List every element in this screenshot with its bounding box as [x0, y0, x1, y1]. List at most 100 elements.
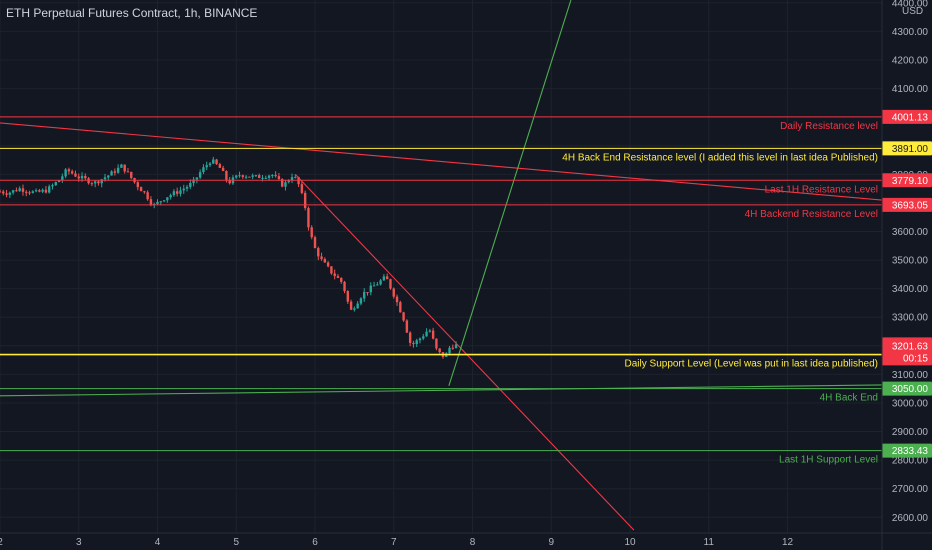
candle-body — [238, 175, 241, 177]
candle — [392, 287, 395, 299]
candle-body — [107, 175, 110, 178]
price-tag-text: 2833.43 — [892, 446, 929, 457]
candle-body — [2, 191, 5, 194]
candle-body — [438, 348, 441, 353]
candle — [202, 164, 205, 175]
candle — [372, 281, 376, 287]
levels: Daily Resistance level 4H Back End Resist… — [0, 116, 882, 466]
candle — [215, 158, 218, 165]
candle-body — [451, 347, 455, 349]
candle — [18, 186, 21, 192]
x-tick-label: 5 — [233, 537, 239, 548]
y-tick-label: 3600.00 — [892, 227, 929, 238]
candle — [21, 184, 25, 196]
candle — [428, 328, 432, 333]
candle-body — [172, 191, 176, 196]
candle-body — [300, 184, 304, 193]
candle — [126, 168, 130, 173]
candle-body — [435, 338, 438, 349]
candle-body — [418, 338, 422, 341]
candle-body — [67, 169, 71, 172]
candle — [353, 306, 356, 312]
candle-body — [303, 192, 307, 209]
candle — [363, 288, 366, 302]
candle-body — [100, 179, 103, 184]
candle-body — [264, 177, 267, 179]
candle-body — [317, 248, 320, 257]
candle-body — [169, 195, 172, 198]
candle-body — [156, 201, 159, 205]
candle-body — [287, 180, 290, 183]
candle-body — [244, 176, 248, 178]
candle-body — [346, 291, 350, 302]
candle — [451, 344, 455, 350]
candle — [2, 189, 5, 196]
candle — [146, 190, 149, 201]
candle-body — [126, 171, 130, 173]
candle — [408, 331, 412, 347]
candle-body — [330, 266, 333, 274]
candle — [107, 175, 110, 181]
candle-body — [110, 171, 113, 176]
candle-body — [54, 182, 57, 186]
level-label: Last 1H Resistance Level — [765, 184, 878, 195]
candle — [399, 300, 402, 313]
candle — [333, 269, 336, 280]
candle-body — [389, 279, 392, 289]
candle-body — [51, 185, 54, 187]
price-tag-bg — [882, 141, 932, 156]
candle-body — [369, 285, 372, 293]
candle-body — [0, 191, 2, 193]
candle-body — [18, 188, 21, 192]
candle — [395, 294, 399, 306]
candle-body — [215, 159, 218, 165]
candle-body — [21, 188, 25, 192]
y-tick-label: 3400.00 — [892, 284, 929, 295]
candle-body — [261, 177, 264, 179]
candle — [113, 168, 117, 176]
y-tick-label: 2900.00 — [892, 427, 929, 438]
candle-body — [120, 164, 123, 168]
candle — [5, 189, 8, 198]
candle — [64, 168, 67, 179]
candle-body — [454, 344, 458, 349]
price-tag-bg — [882, 173, 932, 188]
candle — [412, 340, 415, 348]
candle — [120, 163, 123, 168]
candle-body — [428, 330, 432, 332]
candle — [405, 319, 409, 333]
candle-body — [448, 347, 451, 354]
candle-body — [425, 331, 428, 337]
candle — [34, 188, 38, 193]
candle — [258, 173, 261, 179]
price-tag-text: 3050.00 — [892, 384, 929, 395]
candle-body — [267, 175, 271, 178]
candle-body — [149, 199, 153, 205]
candle-body — [57, 180, 61, 183]
candle — [241, 174, 245, 179]
candle — [218, 162, 222, 168]
candle — [284, 179, 287, 191]
candle — [389, 278, 392, 290]
candle — [379, 278, 382, 286]
candle-body — [333, 273, 336, 277]
y-tick-label: 2800.00 — [892, 456, 929, 467]
y-tick-label: 4100.00 — [892, 84, 929, 95]
candle — [143, 190, 146, 194]
candle-body — [15, 190, 18, 192]
candle — [248, 176, 251, 178]
level-label: 4H Back End Resistance level (I added th… — [562, 152, 878, 163]
candle-body — [412, 342, 415, 345]
candle-body — [8, 192, 12, 195]
candle-body — [202, 167, 205, 173]
candle-body — [379, 280, 382, 285]
candle — [139, 186, 143, 192]
candle — [385, 273, 389, 280]
candle-body — [25, 191, 28, 193]
candle — [28, 190, 31, 196]
candle — [182, 184, 185, 194]
y-tick-label: 4300.00 — [892, 27, 929, 38]
candle-body — [323, 259, 327, 263]
trendline — [0, 384, 882, 397]
